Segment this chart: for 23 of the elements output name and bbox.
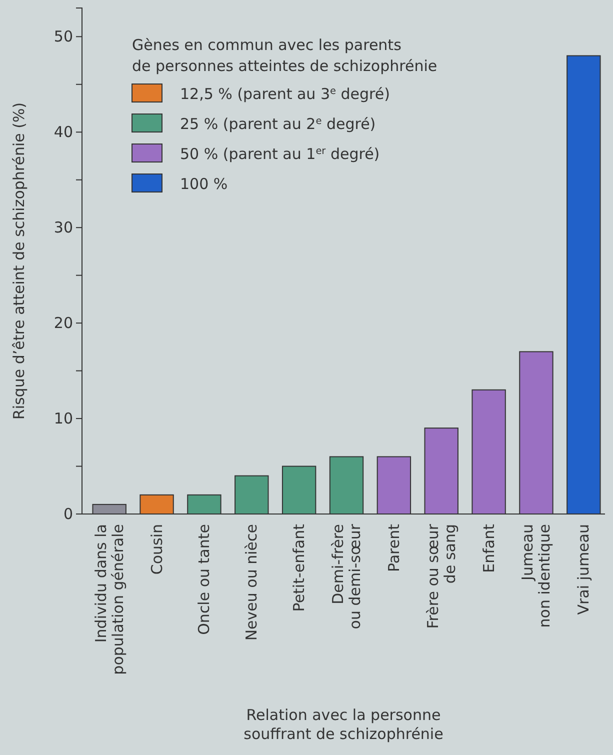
- x-tick-label: Parent: [384, 524, 403, 572]
- x-tick-label: Individu dans la population générale: [92, 524, 127, 675]
- legend-title: Gènes en commun avec les parents de personnes atteintes de schizophrénie: [132, 36, 438, 75]
- legend-label: 12,5 % (parent au 3$^{e}$ degré): [180, 85, 390, 103]
- y-tick-label: 20: [54, 314, 73, 332]
- x-tick-label: Cousin: [148, 524, 166, 575]
- x-tick-label: Oncle ou tante: [195, 524, 214, 635]
- y-tick-label: 30: [54, 218, 73, 236]
- y-tick-label: 40: [54, 122, 73, 141]
- x-tick-label: Petit-enfant: [290, 524, 308, 612]
- x-tick-label: Neveu ou nièce: [242, 524, 261, 641]
- legend-label: 50 % (parent au 1$^{er}$ degré): [180, 145, 380, 163]
- legend-label: 25 % (parent au 2$^{e}$ degré): [180, 115, 376, 133]
- y-axis-title: Risque d’être atteint de schizophrénie (%): [10, 102, 28, 420]
- y-tick-label: 0: [63, 504, 73, 523]
- x-tick-label: Vrai jumeau: [574, 524, 593, 615]
- y-tick-label: 50: [54, 27, 73, 46]
- x-axis-title: Relation avec la personne souffrant de schizophrénie: [244, 706, 444, 743]
- y-tick-label: 10: [54, 409, 73, 428]
- x-tick-label: Enfant: [480, 524, 498, 573]
- x-tick-label: Demi-frère ou demi-sœur: [329, 523, 364, 630]
- x-tick-label: Frère ou sœur de sang: [424, 523, 459, 629]
- legend-label: 100 %: [180, 175, 228, 193]
